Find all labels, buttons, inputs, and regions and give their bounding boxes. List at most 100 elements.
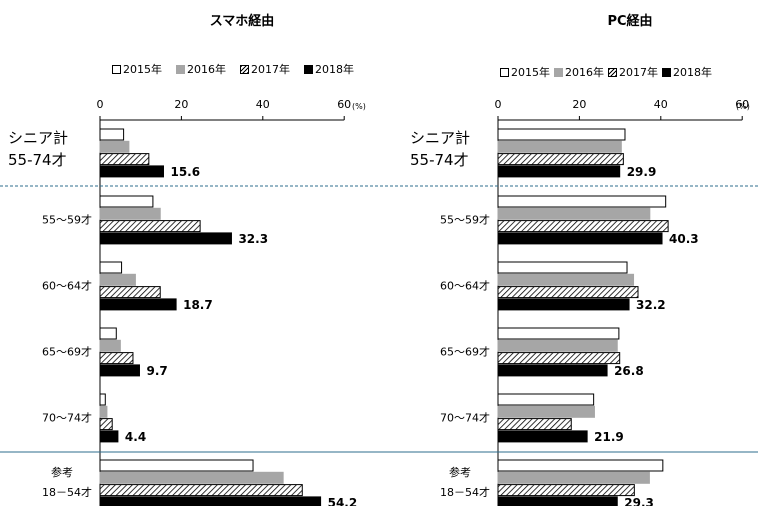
bar-2017年 xyxy=(99,352,134,365)
data-label: 4.4 xyxy=(125,430,146,444)
bar-2017年 xyxy=(99,418,113,431)
bar-2018年 xyxy=(99,165,164,178)
legend-item-2015: 2015年 xyxy=(500,64,550,80)
data-label: 9.7 xyxy=(146,364,167,378)
bar-2018年 xyxy=(497,430,588,443)
bar-2018年 xyxy=(497,232,663,245)
category-label: 18－54才 xyxy=(42,485,92,499)
bar-2017年 xyxy=(497,418,572,431)
bar-2018年 xyxy=(99,298,177,311)
bar-2016年 xyxy=(497,273,635,286)
legend-item-2018: 2018年 xyxy=(304,61,354,77)
data-label: 40.3 xyxy=(669,232,699,246)
chart-title-pc: PC経由 xyxy=(607,14,653,29)
legend-swatch-2016 xyxy=(554,67,563,77)
legend-swatch-2015 xyxy=(112,64,121,74)
legend-item-2016: 2016年 xyxy=(554,64,604,80)
bar-2018年 xyxy=(99,496,322,506)
legend-swatch-2018 xyxy=(662,67,671,77)
bar-2016年 xyxy=(497,339,618,352)
legend-label-2016: 2016年 xyxy=(565,66,604,79)
bar-2016年 xyxy=(99,471,284,484)
bar-2015年 xyxy=(497,128,626,141)
x-tick-label: 20 xyxy=(572,98,586,111)
category-label: 60～64才 xyxy=(440,279,490,293)
bar-2016年 xyxy=(99,207,161,220)
bar-2015年 xyxy=(497,327,620,340)
x-tick-label: 20 xyxy=(174,98,188,111)
bar-2018年 xyxy=(99,364,140,377)
legend-pc: 2015年 2016年 2017年 2018年 xyxy=(500,64,712,80)
bar-2015年 xyxy=(497,459,664,472)
bar-2016年 xyxy=(497,140,622,153)
category-label: 参考 xyxy=(449,465,471,479)
data-label: 18.7 xyxy=(183,298,213,312)
bar-2018年 xyxy=(497,364,608,377)
bar-2017年 xyxy=(497,484,635,497)
bar-2015年 xyxy=(497,261,628,274)
legend-swatch-2016 xyxy=(176,64,185,74)
bar-2015年 xyxy=(99,128,125,141)
bar-2015年 xyxy=(497,195,667,208)
bar-2015年 xyxy=(99,393,106,406)
legend-swatch-2015 xyxy=(500,67,509,77)
bar-2015年 xyxy=(99,261,123,274)
bar-2015年 xyxy=(99,459,254,472)
category-label: 55-74才 xyxy=(410,151,469,169)
bar-2015年 xyxy=(497,393,595,406)
legend-item-2017: 2017年 xyxy=(240,61,290,77)
data-label: 15.6 xyxy=(170,165,200,179)
category-label: 55～59才 xyxy=(440,213,490,227)
category-label: 65～69才 xyxy=(440,345,490,359)
bar-2018年 xyxy=(99,232,232,245)
bar-2017年 xyxy=(99,484,303,497)
bar-2015年 xyxy=(99,327,117,340)
category-label: シニア計 xyxy=(410,129,470,147)
legend-item-2015: 2015年 xyxy=(112,61,162,77)
category-label: 18－54才 xyxy=(440,485,490,499)
bar-2017年 xyxy=(99,153,150,166)
bar-2018年 xyxy=(497,298,630,311)
bar-2016年 xyxy=(497,207,651,220)
unit-label: (%) xyxy=(352,102,366,111)
category-label: 65～69才 xyxy=(42,345,92,359)
legend-label-2015: 2015年 xyxy=(123,63,162,76)
data-label: 32.2 xyxy=(636,298,666,312)
bar-2016年 xyxy=(99,405,108,418)
bar-2017年 xyxy=(497,220,669,233)
bar-2017年 xyxy=(497,352,621,365)
category-label: 70～74才 xyxy=(42,411,92,425)
bar-2017年 xyxy=(99,286,161,299)
legend-label-2015: 2015年 xyxy=(511,66,550,79)
x-tick-label: 60 xyxy=(337,98,351,111)
legend-label-2016: 2016年 xyxy=(187,63,226,76)
legend-item-2018: 2018年 xyxy=(662,64,712,80)
bar-2018年 xyxy=(497,165,621,178)
category-label: 60～64才 xyxy=(42,279,92,293)
bar-2016年 xyxy=(99,273,136,286)
legend-label-2018: 2018年 xyxy=(315,63,354,76)
data-label: 21.9 xyxy=(594,430,624,444)
x-tick-label: 40 xyxy=(256,98,270,111)
legend-item-2017: 2017年 xyxy=(608,64,658,80)
bar-2017年 xyxy=(497,153,624,166)
bar-2015年 xyxy=(99,195,154,208)
category-label: 55～59才 xyxy=(42,213,92,227)
data-label: 54.2 xyxy=(328,496,358,506)
x-tick-label: 60 xyxy=(735,98,749,111)
bar-2018年 xyxy=(497,496,618,506)
category-label: 55-74才 xyxy=(8,151,67,169)
bar-2018年 xyxy=(99,430,119,443)
chart-title-smartphone: スマホ経由 xyxy=(209,14,275,29)
legend-smartphone: 2015年 2016年 2017年 2018年 xyxy=(112,61,354,77)
data-label: 29.9 xyxy=(627,165,657,179)
x-tick-label: 0 xyxy=(495,98,502,111)
data-label: 32.3 xyxy=(238,232,268,246)
bar-2017年 xyxy=(99,220,201,233)
bar-2016年 xyxy=(99,339,121,352)
x-tick-label: 0 xyxy=(97,98,104,111)
category-label: 参考 xyxy=(51,465,73,479)
legend-swatch-2018 xyxy=(304,64,313,74)
legend-label-2018: 2018年 xyxy=(673,66,712,79)
